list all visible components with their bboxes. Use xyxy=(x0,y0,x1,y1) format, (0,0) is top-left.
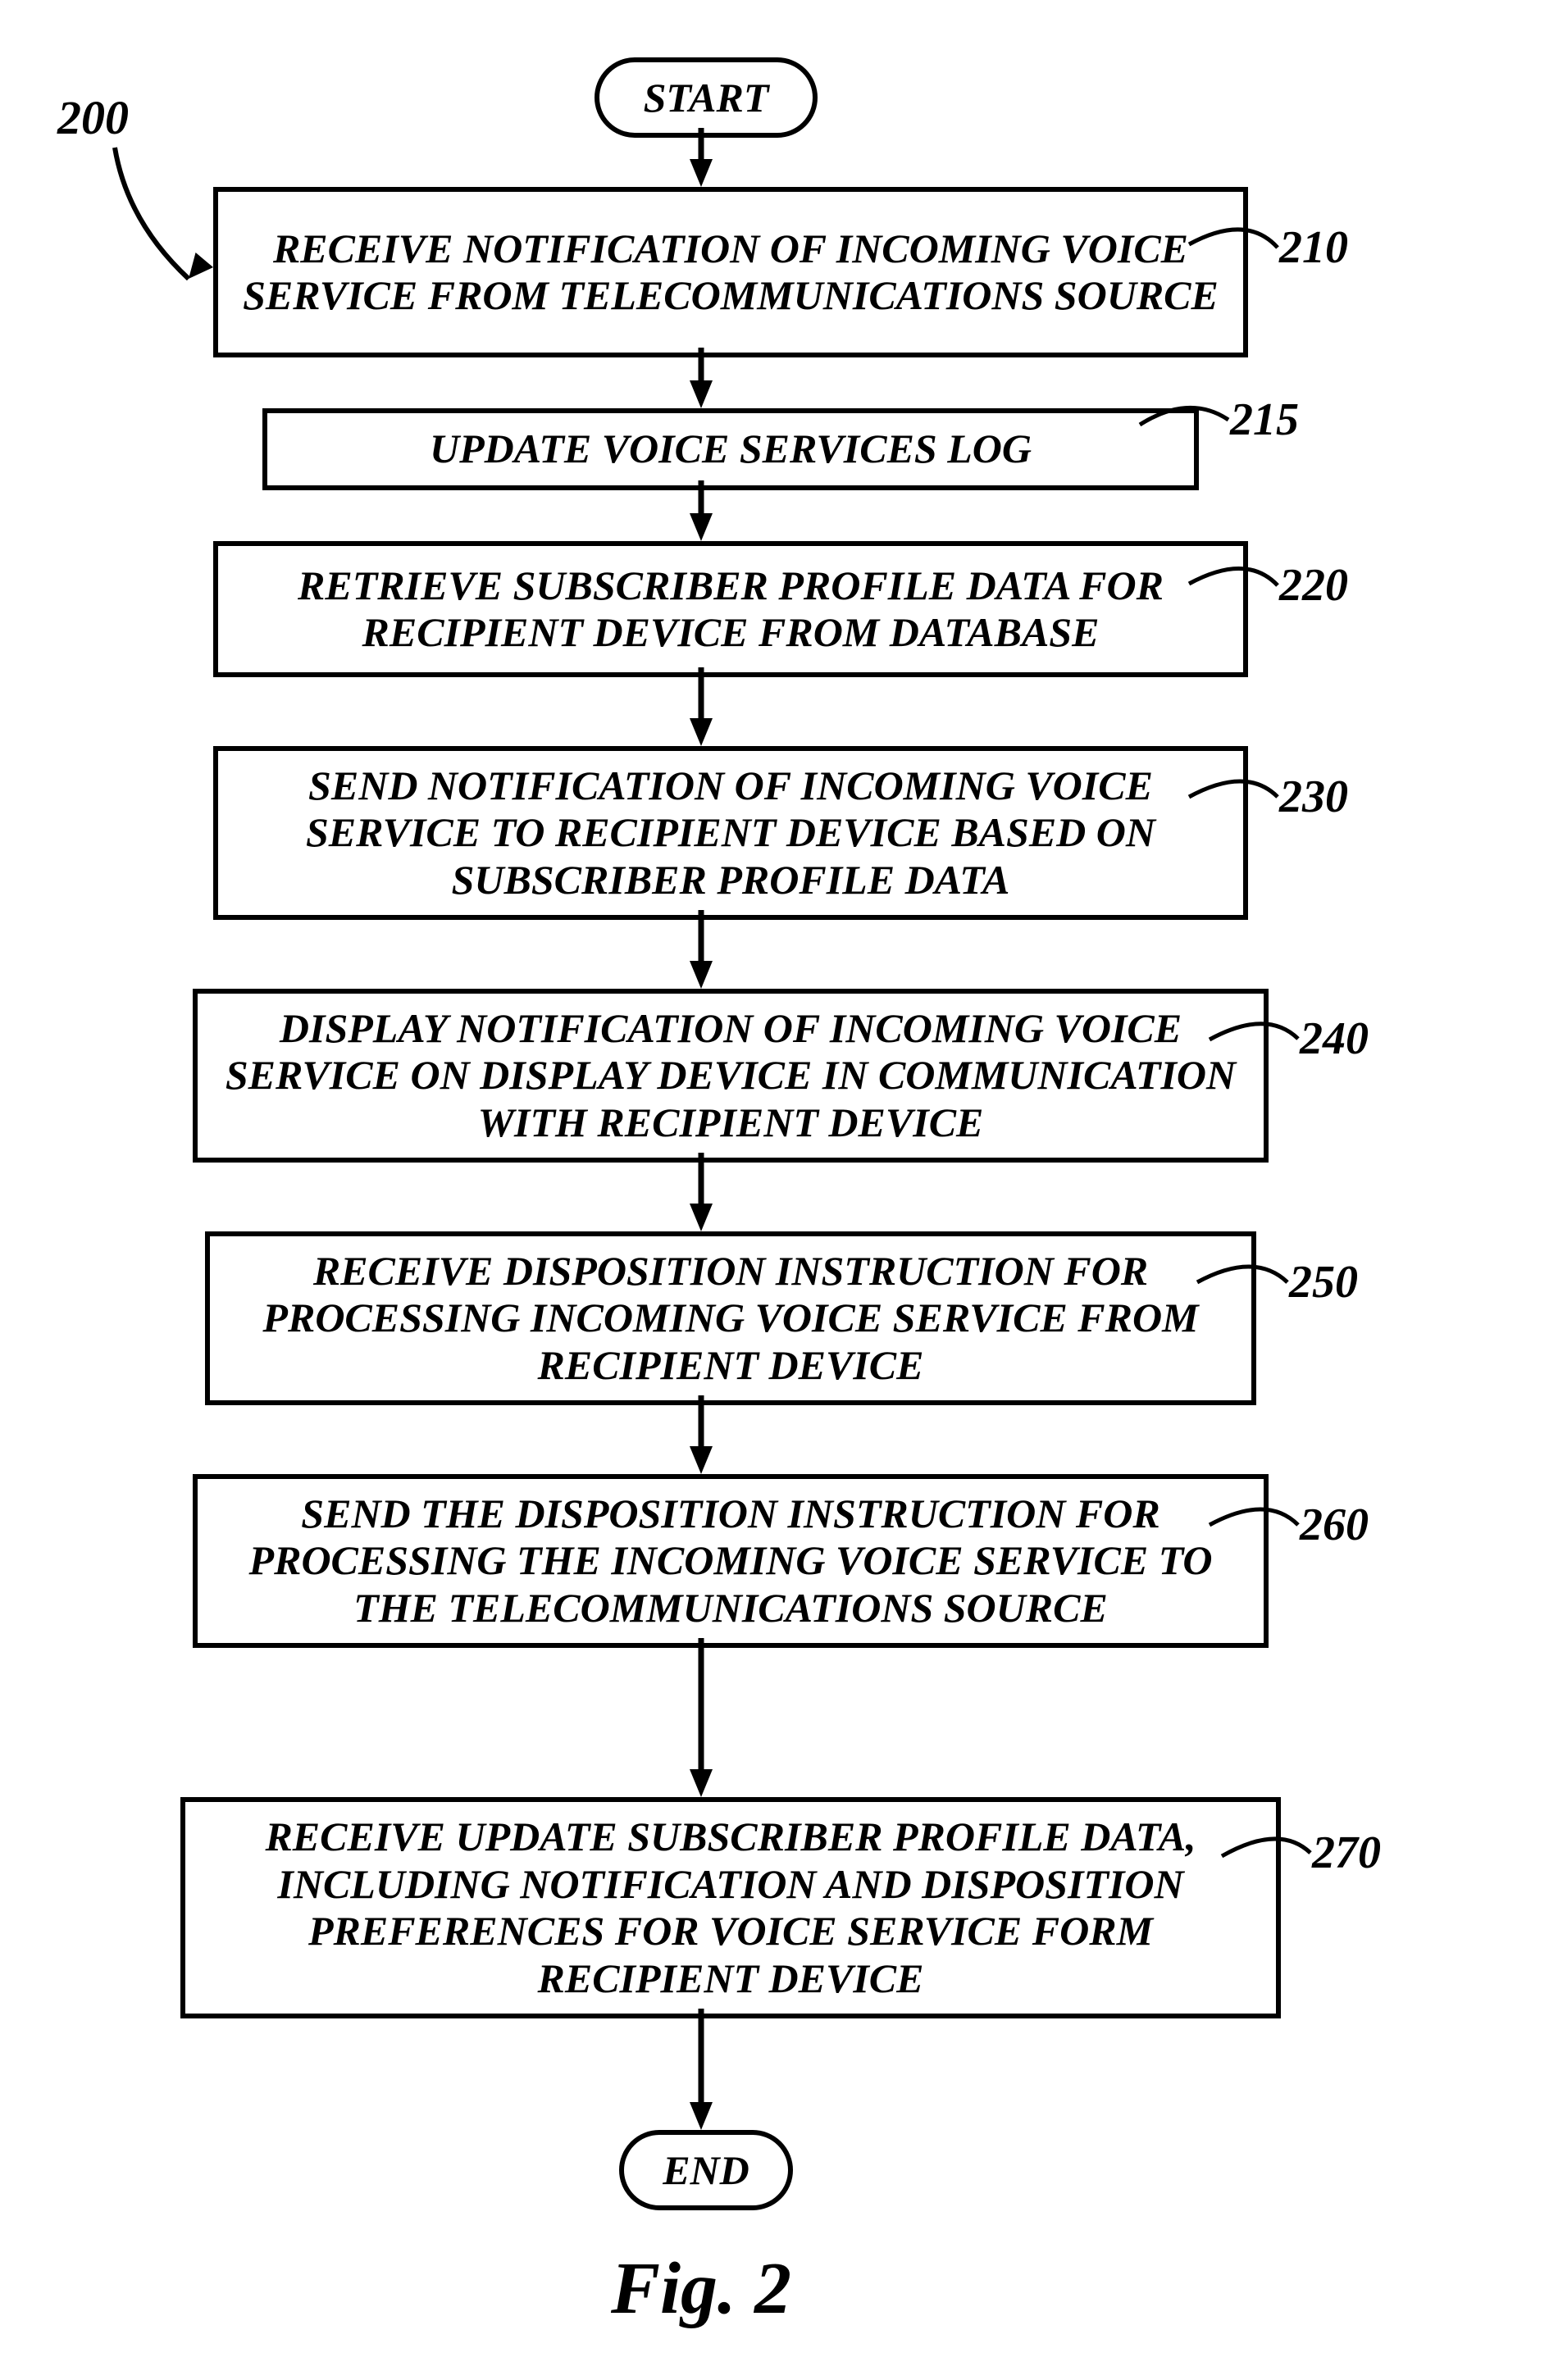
step-210-box: RECEIVE NOTIFICATION OF INCOMING VOICE S… xyxy=(213,187,1248,357)
ref-label-250: 250 xyxy=(1289,1256,1358,1308)
ref-label-260: 260 xyxy=(1300,1499,1369,1551)
diagram-ref-label: 200 xyxy=(57,90,129,145)
step-230-box: SEND NOTIFICATION OF INCOMING VOICE SERV… xyxy=(213,746,1248,920)
ref-label-230: 230 xyxy=(1279,771,1348,823)
start-terminal: START xyxy=(595,57,818,138)
step-215-box: UPDATE VOICE SERVICES LOG xyxy=(262,408,1199,490)
step-260-box: SEND THE DISPOSITION INSTRUCTION FOR PRO… xyxy=(193,1474,1269,1648)
ref-label-210: 210 xyxy=(1279,221,1348,274)
step-240-box: DISPLAY NOTIFICATION OF INCOMING VOICE S… xyxy=(193,989,1269,1163)
end-terminal: END xyxy=(619,2130,793,2210)
figure-caption: Fig. 2 xyxy=(0,2246,1402,2331)
ref-label-215: 215 xyxy=(1230,394,1299,446)
step-270-box: RECEIVE UPDATE SUBSCRIBER PROFILE DATA, … xyxy=(180,1797,1281,2018)
ref-label-270: 270 xyxy=(1312,1827,1381,1879)
step-220-box: RETRIEVE SUBSCRIBER PROFILE DATA FOR REC… xyxy=(213,541,1248,677)
ref-label-220: 220 xyxy=(1279,559,1348,612)
flowchart-canvas: 200 START END RECEIVE NOTIFICATION OF INCOM… xyxy=(0,0,1549,2380)
ref-label-240: 240 xyxy=(1300,1013,1369,1065)
step-250-box: RECEIVE DISPOSITION INSTRUCTION FOR PROC… xyxy=(205,1231,1256,1405)
